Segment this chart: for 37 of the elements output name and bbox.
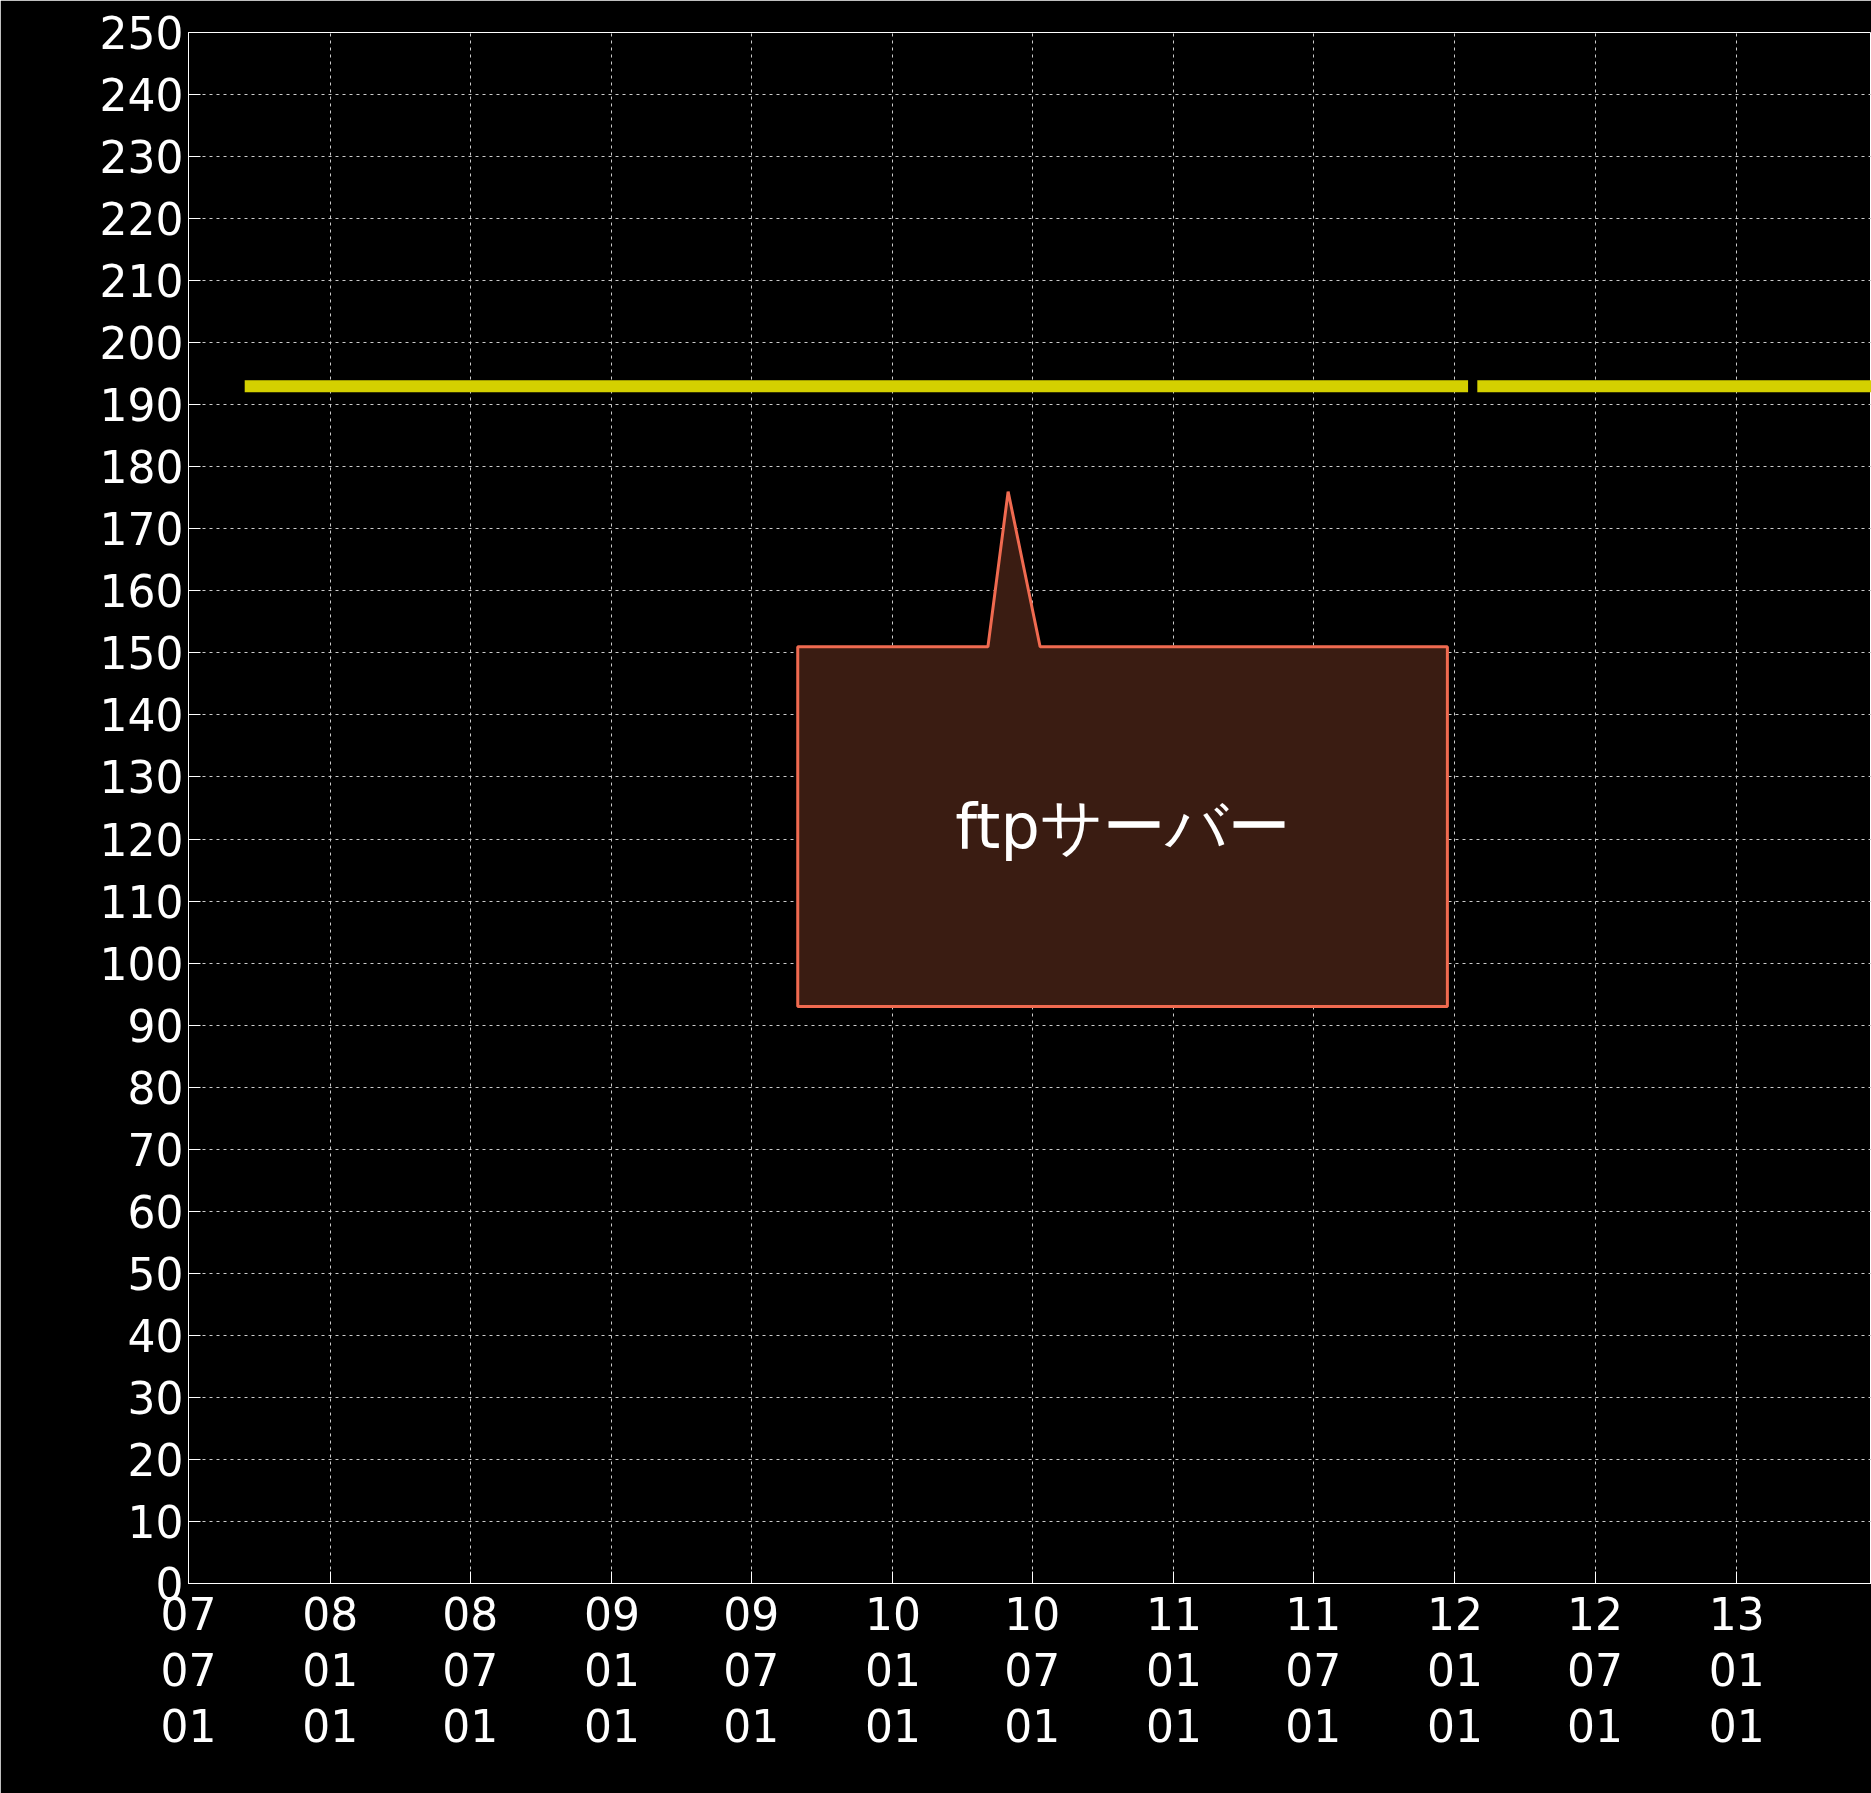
y-tick-label: 140 [99, 690, 184, 742]
y-tick-label: 210 [99, 256, 184, 308]
x-tick-label: 12 01 01 [1426, 1588, 1483, 1752]
y-tick-label: 160 [99, 566, 184, 618]
y-tick-label: 220 [99, 194, 184, 246]
y-tick-label: 150 [99, 628, 184, 680]
y-tick-label: 20 [127, 1434, 184, 1486]
y-tick-label: 60 [127, 1186, 184, 1238]
x-tick-label: 08 01 01 [302, 1588, 359, 1752]
y-tick-label: 30 [127, 1372, 184, 1424]
y-tick-label: 50 [127, 1248, 184, 1300]
y-tick-label: 240 [99, 70, 184, 122]
y-tick-label: 80 [127, 1062, 184, 1114]
annotation: ftpサーバー [955, 790, 1290, 864]
x-tick-label: 11 07 01 [1285, 1588, 1342, 1752]
x-tick-label: 08 07 01 [442, 1588, 499, 1752]
y-tick-label: 130 [99, 752, 184, 804]
y-tick-label: 250 [99, 8, 184, 59]
x-tick-label: 10 01 01 [864, 1588, 921, 1752]
x-tick-label: 09 07 01 [723, 1588, 780, 1752]
y-tick-label: 180 [99, 442, 184, 494]
y-tick-label: 90 [127, 1000, 184, 1052]
y-tick-label: 40 [127, 1310, 184, 1362]
x-tick-label: 10 07 01 [1004, 1588, 1061, 1752]
y-tick-label: 120 [99, 814, 184, 866]
x-tick-label: 12 07 01 [1567, 1588, 1624, 1752]
y-tick-label: 10 [127, 1496, 184, 1548]
y-tick-label: 200 [99, 318, 184, 370]
x-tick-label: 09 01 01 [583, 1588, 640, 1752]
x-tick-label: 13 01 01 [1708, 1588, 1765, 1752]
y-tick-label: 230 [99, 132, 184, 184]
y-tick-label: 110 [99, 876, 184, 928]
y-tick-label: 70 [127, 1124, 184, 1176]
x-tick-label: 11 01 01 [1145, 1588, 1202, 1752]
y-tick-label: 170 [99, 504, 184, 556]
y-tick-label: 190 [99, 380, 184, 432]
y-tick-label: 100 [99, 938, 184, 990]
